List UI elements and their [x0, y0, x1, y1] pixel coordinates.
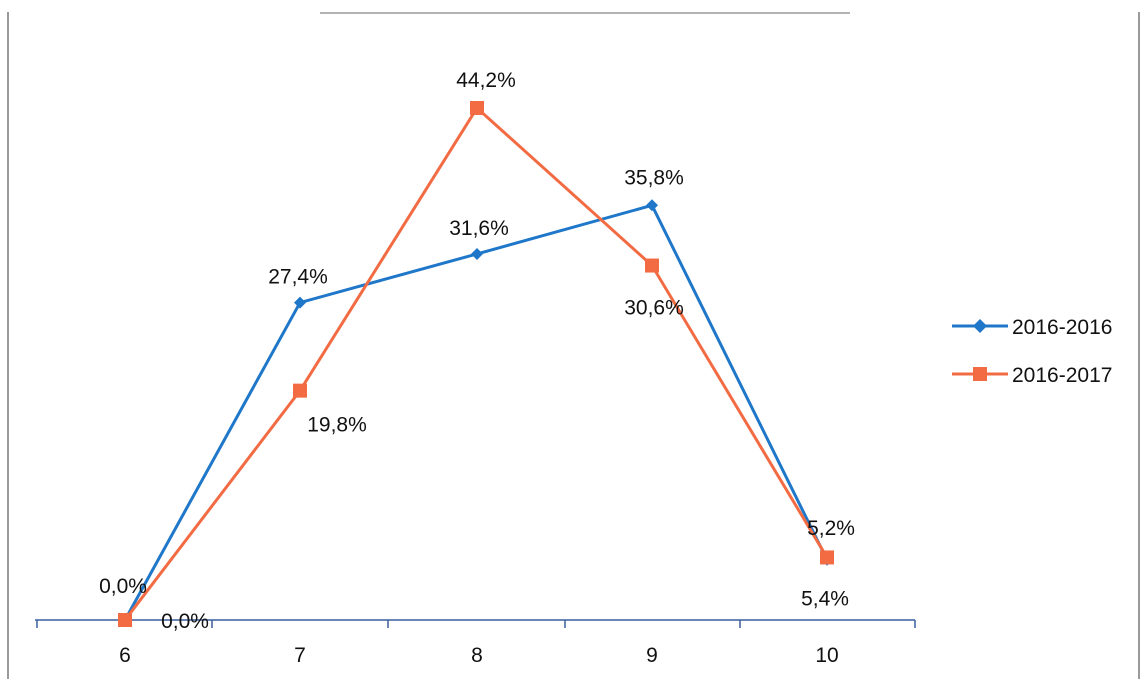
- data-label: 19,8%: [307, 414, 367, 437]
- series-line: [123, 105, 829, 621]
- x-axis: 6 7 8 9 10: [35, 619, 916, 667]
- data-point: [293, 383, 307, 398]
- data-label: 0,0%: [99, 575, 147, 598]
- legend: 2016-2016 2016-2017: [952, 316, 1112, 387]
- data-label: 27,4%: [268, 266, 328, 289]
- data-point: [646, 199, 658, 212]
- legend-item: 2016-2016: [952, 316, 1112, 339]
- x-tick-label: 8: [471, 644, 483, 667]
- data-point: [820, 550, 834, 565]
- x-tick-label: 10: [815, 644, 838, 667]
- x-tick-label: 6: [119, 644, 131, 667]
- legend-item: 2016-2017: [952, 364, 1112, 387]
- data-label: 5,2%: [807, 517, 855, 540]
- data-label: 0,0%: [161, 610, 209, 633]
- data-label: 35,8%: [624, 166, 684, 189]
- series-2016-2016: [119, 199, 833, 626]
- legend-label: 2016-2016: [1012, 316, 1112, 339]
- series-2016-2017: [118, 101, 834, 627]
- plot-area: [118, 101, 834, 627]
- x-tick-label: 9: [646, 644, 658, 667]
- data-label: 44,2%: [456, 69, 516, 92]
- data-labels: 0,0% 27,4% 31,6% 35,8% 5,2% 0,0% 19,8% 44,2% 30,…: [99, 69, 855, 633]
- legend-label: 2016-2017: [1012, 364, 1112, 387]
- data-point: [470, 101, 484, 115]
- data-label: 30,6%: [624, 297, 684, 320]
- data-label: 31,6%: [449, 217, 509, 240]
- data-label: 5,4%: [801, 587, 849, 610]
- data-point: [294, 296, 306, 309]
- data-point: [471, 247, 483, 260]
- data-point: [645, 258, 659, 273]
- x-tick-label: 7: [294, 644, 306, 667]
- legend-marker: [973, 367, 987, 381]
- legend-marker: [973, 319, 987, 333]
- data-point: [118, 613, 132, 627]
- series-line: [123, 203, 829, 621]
